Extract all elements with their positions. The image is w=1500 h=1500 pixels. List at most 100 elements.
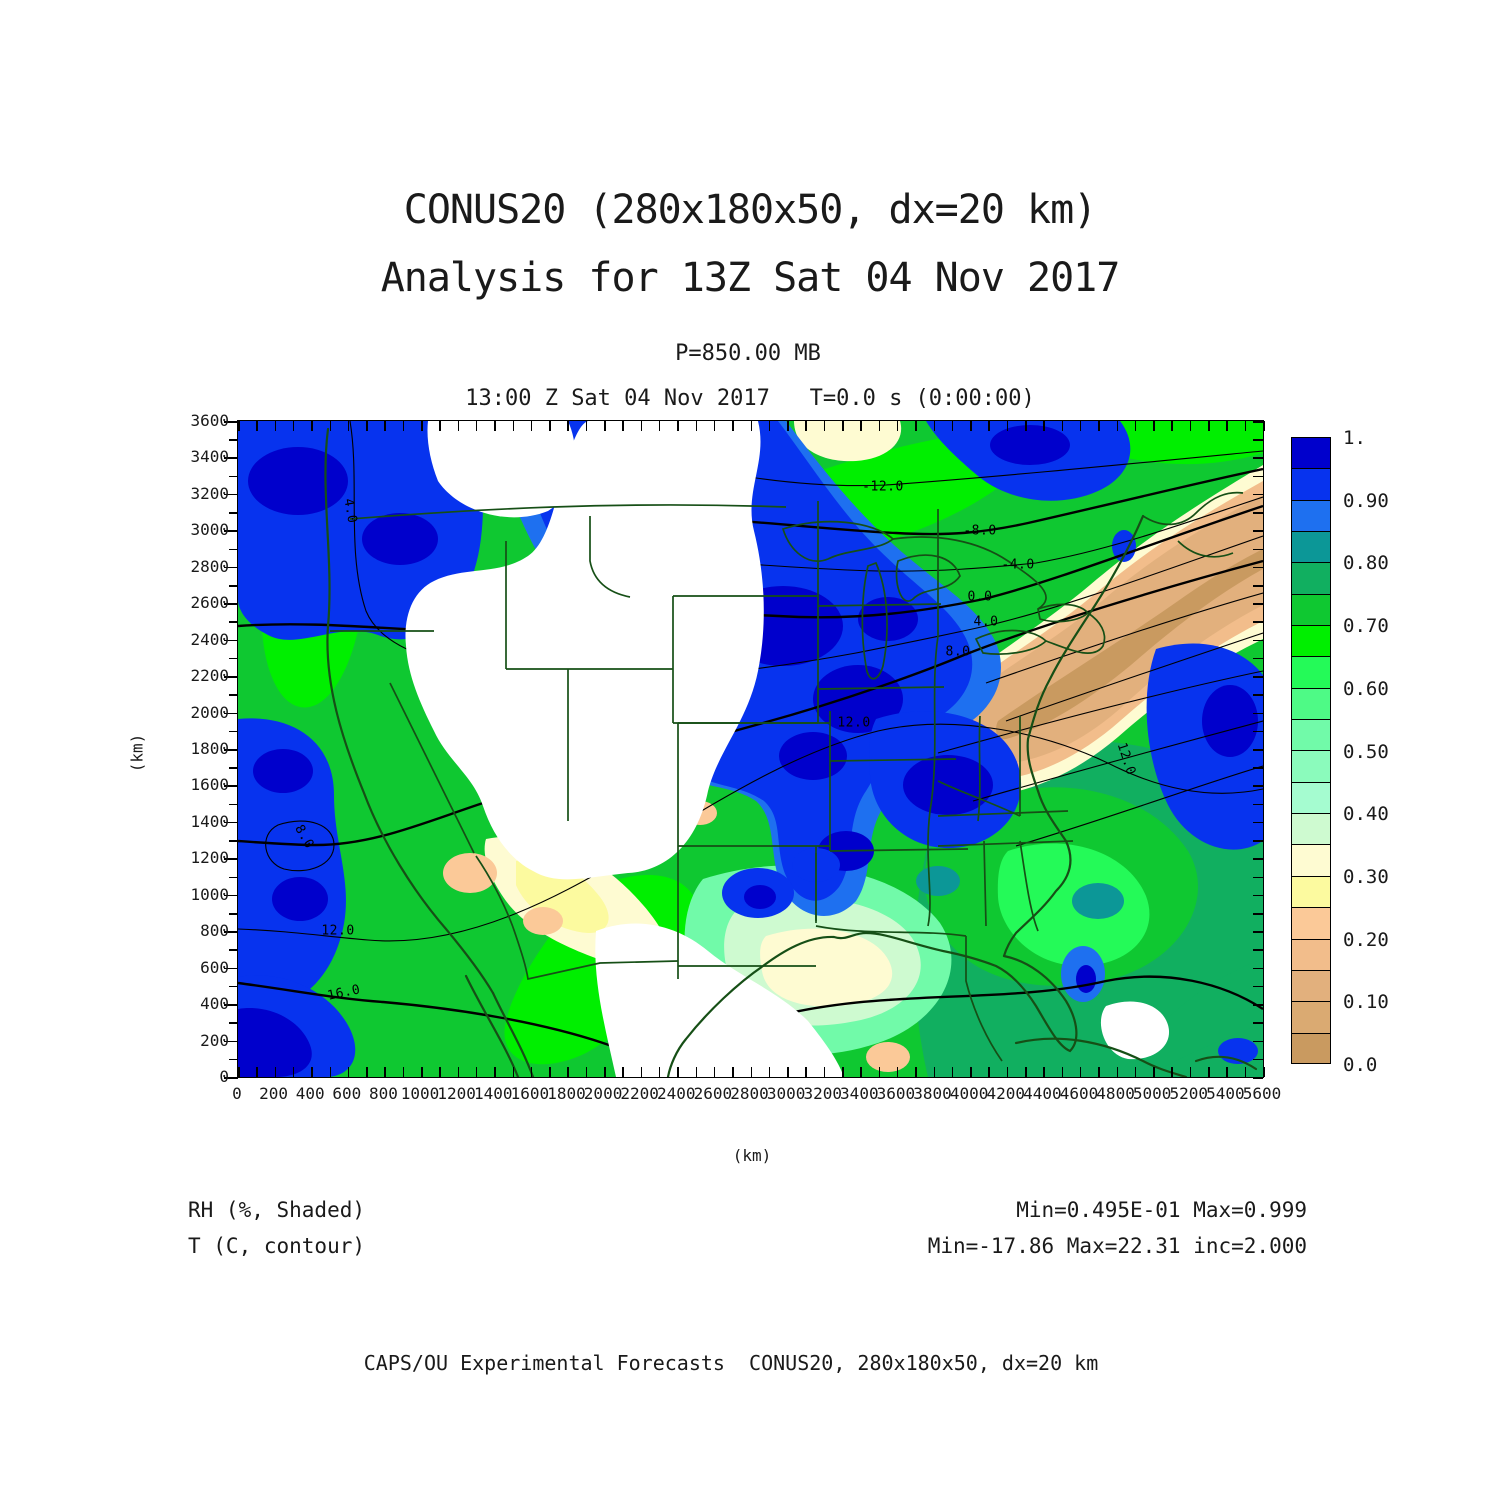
y-axis-tick — [224, 457, 238, 459]
x-axis-tick — [640, 421, 643, 431]
y-axis-tick — [224, 493, 238, 496]
colorbar-cell — [1291, 687, 1331, 720]
y-axis-tick — [229, 657, 238, 660]
y-axis-tick-label: 800 — [200, 921, 229, 941]
x-axis-tick — [1134, 1067, 1137, 1077]
x-axis-tick — [421, 421, 423, 431]
y-axis-tick — [1253, 894, 1263, 897]
x-axis-tick — [1116, 421, 1119, 431]
x-axis-tick-label: 200 — [259, 1084, 289, 1103]
x-axis-tick — [622, 1067, 624, 1077]
y-axis-tick-label: 2400 — [190, 629, 229, 649]
x-axis-tick — [915, 421, 917, 431]
x-axis-tick — [896, 421, 899, 431]
y-axis-tick-label: 600 — [200, 957, 229, 977]
x-axis-tick-label: 2400 — [657, 1084, 696, 1103]
y-axis-tick — [229, 840, 238, 842]
map-plot-area: -12.0 -8.0 -4.0 0.0 4.0 8.0 4.0 8.0 12.0 12.0 12.0… — [224, 420, 1265, 1079]
x-axis-tick — [1098, 1067, 1100, 1077]
x-axis-tick — [640, 1067, 643, 1077]
y-axis-tick — [1253, 548, 1263, 551]
y-axis-tick — [224, 530, 238, 532]
colorbar-cell — [1291, 468, 1331, 500]
x-axis-tick-label: 400 — [295, 1084, 325, 1103]
y-axis-tick — [1253, 712, 1263, 715]
y-axis-tick — [1253, 1077, 1263, 1079]
y-axis-tick — [224, 421, 238, 423]
x-axis-unit-label: (km) — [732, 1146, 772, 1165]
x-axis-tick — [475, 421, 478, 431]
colorbar-cell — [1291, 656, 1331, 688]
x-axis-tick — [494, 421, 496, 431]
contour-value-label: 0.0 — [967, 589, 993, 605]
x-axis-tick — [1098, 421, 1100, 431]
x-axis-tick — [457, 1067, 460, 1077]
y-axis-tick — [224, 639, 238, 642]
x-axis-tick-label: 4600 — [1059, 1084, 1099, 1103]
x-axis-tick — [695, 421, 698, 431]
x-axis-tick — [1226, 1067, 1228, 1077]
y-axis-tick — [1253, 858, 1263, 860]
colorbar-tick-label: 0.10 — [1343, 991, 1389, 1014]
x-axis-tick — [1134, 421, 1137, 431]
x-axis-tick — [878, 421, 881, 431]
x-axis-tick — [384, 1067, 386, 1077]
y-axis-tick — [1253, 876, 1263, 879]
x-axis-tick-label: 4800 — [1096, 1084, 1135, 1103]
colorbar-cell — [1291, 531, 1331, 563]
x-axis-tick — [951, 421, 954, 431]
y-axis-tick — [1253, 421, 1263, 423]
y-axis-tick — [229, 585, 238, 587]
colorbar-cell — [1291, 969, 1331, 1002]
colorbar-cell — [1291, 813, 1331, 845]
x-axis-tick-label: 5600 — [1242, 1084, 1282, 1103]
x-axis-tick-label: 1000 — [400, 1084, 440, 1103]
y-axis-tick — [1253, 803, 1263, 806]
y-axis-tick — [1253, 949, 1263, 951]
y-axis-tick — [1253, 657, 1263, 660]
x-axis-tick-label: 800 — [368, 1084, 398, 1103]
x-axis-tick — [768, 1067, 771, 1077]
x-axis-tick-label: 2800 — [730, 1084, 769, 1103]
x-axis-tick — [622, 421, 624, 431]
colorbar-cell — [1291, 719, 1331, 751]
x-axis-tick — [933, 421, 936, 431]
x-axis-tick — [512, 421, 515, 431]
y-axis-tick — [229, 1058, 238, 1061]
y-axis-tick — [224, 894, 238, 897]
x-axis-tick — [732, 1067, 734, 1077]
y-axis-tick — [224, 785, 238, 787]
x-axis-tick — [1153, 1067, 1155, 1077]
y-axis-tick — [224, 858, 238, 860]
x-axis-tick — [842, 421, 844, 431]
colorbar-cell — [1291, 750, 1331, 782]
y-axis-tick-label: 3400 — [190, 447, 229, 467]
y-axis-tick — [1253, 985, 1263, 988]
colorbar-tick-label: 0.90 — [1343, 489, 1389, 512]
x-axis-tick — [750, 421, 752, 431]
contour-value-label: 4.0 — [973, 614, 999, 630]
x-axis-tick — [1153, 421, 1155, 431]
y-axis-tick — [1253, 603, 1263, 605]
x-axis-tick — [530, 1067, 533, 1077]
colorbar — [1291, 437, 1331, 1064]
y-axis-tick-label: 1800 — [190, 739, 229, 758]
x-axis-tick — [1079, 1067, 1082, 1077]
y-axis-tick — [229, 1022, 238, 1024]
x-axis-tick — [1061, 421, 1064, 431]
x-axis-tick — [329, 421, 332, 431]
y-axis-tick — [1253, 639, 1263, 642]
y-axis-tick-label: 3200 — [190, 483, 229, 503]
colorbar-cell — [1291, 907, 1331, 939]
y-axis-tick — [229, 548, 238, 551]
y-axis-tick — [224, 712, 238, 715]
x-axis-tick — [768, 421, 771, 431]
x-axis-tick — [1263, 421, 1265, 431]
colorbar-cell — [1291, 562, 1331, 594]
y-axis-tick — [229, 803, 238, 806]
y-axis-tick-label: 1400 — [190, 811, 229, 831]
y-axis-tick — [1253, 439, 1263, 441]
x-axis-tick — [567, 1067, 569, 1077]
y-axis-unit-label: (km) — [127, 733, 147, 773]
pressure-level-label: P=850.00 MB — [675, 341, 821, 366]
